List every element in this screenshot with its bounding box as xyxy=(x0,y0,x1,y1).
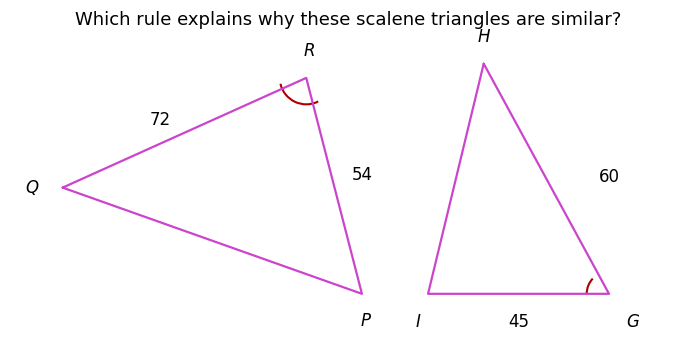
Text: 60: 60 xyxy=(599,168,619,186)
Text: 54: 54 xyxy=(351,166,372,184)
Text: 72: 72 xyxy=(150,112,171,129)
Text: I: I xyxy=(415,313,420,331)
Text: Q: Q xyxy=(25,179,38,196)
Text: 45: 45 xyxy=(508,313,529,331)
Text: G: G xyxy=(626,313,639,331)
Text: R: R xyxy=(304,42,315,60)
Text: H: H xyxy=(477,28,490,46)
Text: Which rule explains why these scalene triangles are similar?: Which rule explains why these scalene tr… xyxy=(74,11,622,29)
Text: P: P xyxy=(361,312,370,330)
